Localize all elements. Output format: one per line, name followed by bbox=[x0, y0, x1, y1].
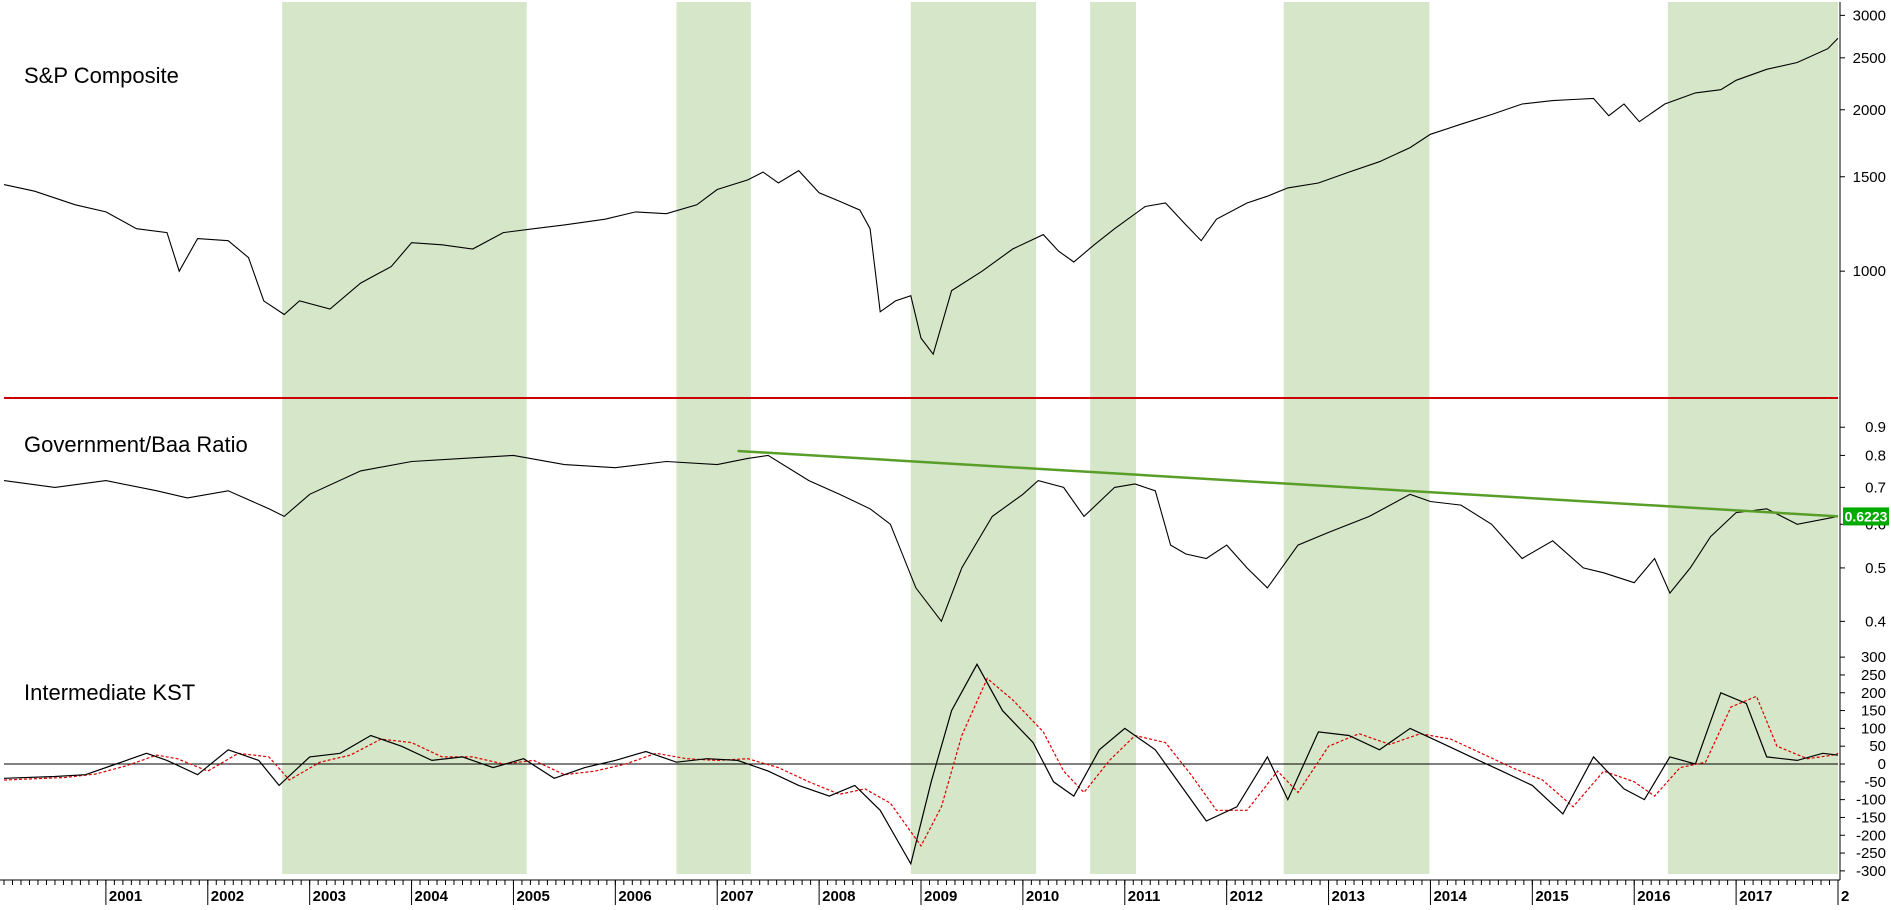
kst-panel-title: Intermediate KST bbox=[24, 680, 195, 705]
x-year-label: 2005 bbox=[516, 888, 549, 905]
kst-ytick-label: 150 bbox=[1861, 703, 1886, 720]
sp-ytick-label: 1000 bbox=[1853, 263, 1886, 280]
x-year-label: 2004 bbox=[415, 888, 449, 905]
shaded-period-3 bbox=[1090, 2, 1136, 874]
gov-baa-ratio-line bbox=[3, 454, 1839, 623]
kst-ytick-label: -50 bbox=[1864, 774, 1886, 791]
kst-ytick-label: 250 bbox=[1861, 667, 1886, 684]
sp-panel-title: S&P Composite bbox=[24, 63, 179, 88]
kst-signal-line bbox=[3, 677, 1839, 848]
last-value-label: 0.6223 bbox=[1845, 508, 1888, 524]
series-layer bbox=[3, 37, 1839, 866]
kst-ytick-label: 300 bbox=[1861, 649, 1886, 666]
sp-composite-line bbox=[3, 37, 1839, 356]
x-year-label: 2015 bbox=[1535, 888, 1568, 905]
shaded-period-2 bbox=[910, 2, 1037, 874]
x-year-label: 2010 bbox=[1026, 888, 1059, 905]
x-year-label: 2003 bbox=[313, 888, 346, 905]
ratio-panel-title: Government/Baa Ratio bbox=[24, 432, 248, 457]
kst-ytick-label: -100 bbox=[1856, 792, 1886, 809]
x-year-label: 2009 bbox=[924, 888, 957, 905]
kst-ytick-label: -200 bbox=[1856, 827, 1886, 844]
shaded-periods bbox=[282, 2, 1838, 874]
sp-ytick-label: 3000 bbox=[1853, 7, 1886, 24]
x-year-label: 2011 bbox=[1128, 888, 1161, 905]
x-year-label: 2016 bbox=[1637, 888, 1670, 905]
ratio-ytick-label: 0.4 bbox=[1865, 613, 1886, 630]
kst-line bbox=[3, 663, 1839, 866]
kst-ytick-label: 50 bbox=[1869, 738, 1886, 755]
ratio-ytick-label: 0.9 bbox=[1865, 419, 1886, 436]
kst-ytick-label: -150 bbox=[1856, 809, 1886, 826]
x-year-label: 2008 bbox=[822, 888, 855, 905]
ratio-ytick-label: 0.5 bbox=[1865, 560, 1886, 577]
x-year-label: 2012 bbox=[1230, 888, 1263, 905]
x-year-label: 2013 bbox=[1332, 888, 1365, 905]
ratio-ytick-label: 0.7 bbox=[1865, 479, 1886, 496]
sp-ytick-label: 2000 bbox=[1853, 102, 1886, 119]
kst-ytick-label: -300 bbox=[1856, 863, 1886, 880]
shaded-period-1 bbox=[676, 2, 751, 874]
shaded-period-0 bbox=[282, 2, 527, 874]
x-year-label: 2006 bbox=[618, 888, 651, 905]
x-year-label: 2014 bbox=[1433, 888, 1467, 905]
kst-ytick-label: 100 bbox=[1861, 720, 1886, 737]
sp-ytick-label: 2500 bbox=[1853, 50, 1886, 67]
x-year-label: 2001 bbox=[109, 888, 142, 905]
kst-ytick-label: 0 bbox=[1878, 756, 1886, 773]
shaded-period-4 bbox=[1283, 2, 1430, 874]
last-value-badge bbox=[1843, 507, 1889, 526]
shaded-period-5 bbox=[1667, 2, 1838, 874]
sp-ytick-label: 1500 bbox=[1853, 169, 1886, 186]
kst-ytick-label: -250 bbox=[1856, 845, 1886, 862]
kst-ytick-label: 200 bbox=[1861, 685, 1886, 702]
x-year-label: 2017 bbox=[1739, 888, 1772, 905]
ratio-trendline bbox=[737, 449, 1839, 518]
x-year-label: 2002 bbox=[211, 888, 244, 905]
ratio-ytick-label: 0.8 bbox=[1865, 447, 1886, 464]
x-year-label: 2007 bbox=[720, 888, 753, 905]
x-year-label: 2 bbox=[1841, 888, 1849, 905]
